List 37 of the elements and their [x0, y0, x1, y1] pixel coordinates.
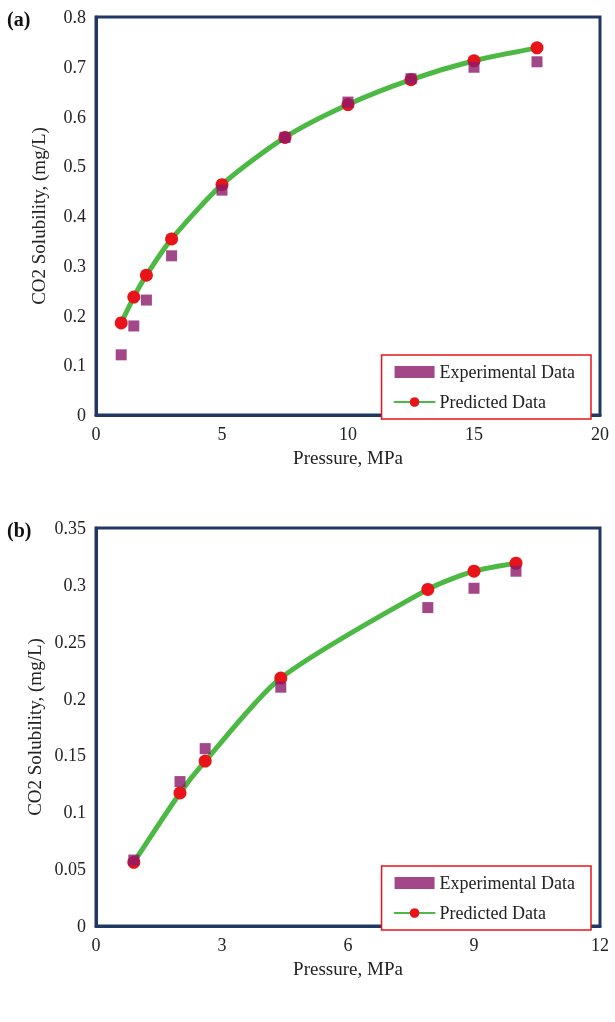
y-tick-label: 0.8: [63, 7, 86, 27]
y-tick-label: 0.1: [63, 355, 86, 376]
y-tick-label: 0: [77, 916, 86, 936]
x-axis-title: Pressure, MPa: [293, 446, 404, 468]
y-tick-label: 0.5: [63, 156, 86, 177]
y-tick-label: 0.1: [63, 802, 86, 823]
x-axis-title: Pressure, MPa: [293, 957, 404, 979]
legend-label: Predicted Data: [439, 903, 547, 923]
y-tick-label: 0.35: [54, 518, 86, 538]
x-tick-label: 12: [591, 935, 609, 955]
chart-title: (a): [7, 8, 31, 31]
y-tick-label: 0.3: [63, 574, 86, 595]
x-tick-label: 0: [91, 935, 101, 955]
y-tick-label: 0.15: [54, 745, 86, 766]
y-tick-label: 0.7: [63, 56, 86, 77]
y-tick-label: 0.2: [63, 305, 86, 326]
x-tick-label: 9: [469, 935, 479, 955]
x-tick-label: 20: [591, 424, 609, 444]
chart-title: (b): [7, 519, 32, 542]
y-tick-label: 0.25: [54, 631, 86, 652]
x-tick-label: 3: [217, 935, 227, 955]
x-tick-label: 10: [339, 424, 357, 444]
x-tick-label: 0: [91, 424, 101, 444]
y-tick-label: 0.2: [63, 688, 86, 709]
y-tick-label: 0.3: [63, 255, 86, 276]
y-tick-label: 0: [77, 405, 86, 425]
x-tick-label: 5: [217, 424, 227, 444]
y-axis-title: CO2 Solubility, (mg/L): [23, 638, 46, 816]
x-tick-label: 15: [465, 424, 483, 444]
legend-label: Experimental Data: [439, 873, 576, 893]
y-tick-label: 0.4: [63, 206, 86, 226]
y-tick-label: 0.05: [54, 859, 86, 880]
y-axis-title: CO2 Solubility, (mg/L): [28, 127, 50, 305]
y-tick-label: 0.6: [63, 106, 86, 127]
x-tick-label: 6: [343, 935, 353, 955]
legend-label: Predicted Data: [439, 392, 547, 412]
legend-label: Experimental Data: [439, 362, 576, 382]
